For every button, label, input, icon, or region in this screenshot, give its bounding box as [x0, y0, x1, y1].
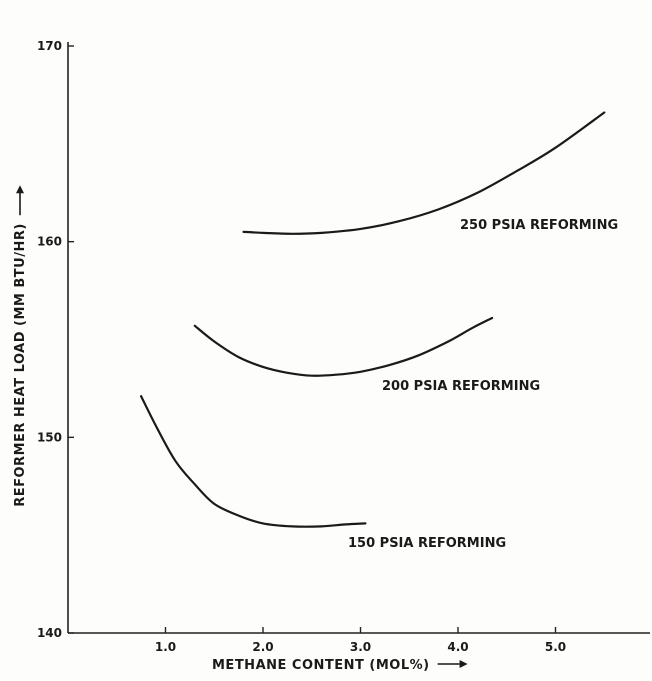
x-tick-label: 1.0 — [155, 640, 176, 654]
series — [140, 111, 606, 528]
y-tick-label: 140 — [37, 626, 62, 640]
series-line — [193, 316, 494, 377]
series-line — [242, 111, 606, 235]
y-tick-label: 170 — [37, 39, 62, 53]
series-line — [140, 395, 367, 528]
series-label: 150 PSIA REFORMING — [348, 536, 506, 551]
series-label: 200 PSIA REFORMING — [382, 379, 540, 394]
labels: 250 PSIA REFORMING 200 PSIA REFORMING 150 … — [13, 185, 618, 673]
series-label: 250 PSIA REFORMING — [460, 218, 618, 233]
x-tick-label: 4.0 — [447, 640, 468, 654]
y-axis-arrow-head — [16, 185, 24, 194]
x-axis-title: METHANE CONTENT (MOL%) — [212, 658, 430, 673]
y-tick-label: 160 — [37, 235, 62, 249]
x-tick-label: 5.0 — [545, 640, 566, 654]
ticks: 140 150 160 170 1.0 2.0 3.0 4.0 5.0 — [37, 39, 566, 654]
x-tick-label: 3.0 — [350, 640, 371, 654]
y-tick-label: 150 — [37, 430, 62, 444]
x-axis-arrow-head — [459, 660, 468, 668]
x-tick-label: 2.0 — [252, 640, 273, 654]
y-axis-title: REFORMER HEAT LOAD (MM BTU/HR) — [13, 223, 28, 507]
